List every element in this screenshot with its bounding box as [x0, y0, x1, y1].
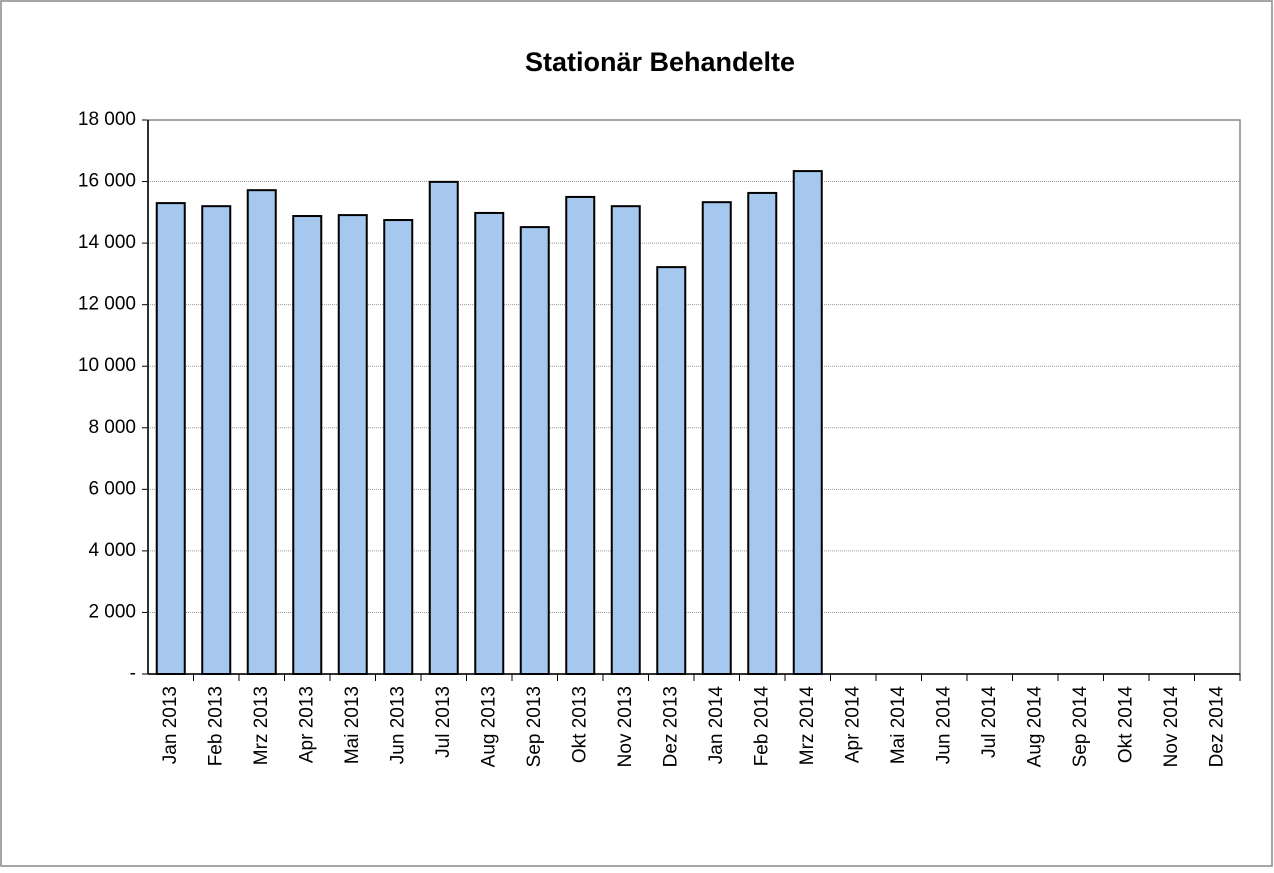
bar — [656, 266, 687, 675]
bar — [246, 189, 277, 675]
x-tick-label: Apr 2014 — [842, 686, 863, 764]
y-tick-label: 6 000 — [88, 478, 136, 499]
y-tick-label: - — [130, 663, 136, 684]
bar — [428, 180, 459, 675]
bar — [337, 214, 368, 675]
x-tick-label: Jan 2014 — [706, 686, 727, 765]
x-tick-label: Mai 2014 — [888, 686, 909, 765]
x-tick-label: Aug 2013 — [478, 686, 499, 767]
x-tick-label: Jun 2014 — [933, 686, 954, 765]
x-tick-label: Jul 2013 — [433, 686, 454, 758]
x-tick-label: Jun 2013 — [387, 686, 408, 764]
x-tick-label: Mrz 2013 — [251, 686, 272, 765]
y-tick-label: 8 000 — [88, 417, 136, 438]
y-tick-label: 4 000 — [88, 540, 136, 561]
x-tick-label: Feb 2013 — [205, 686, 226, 766]
y-tick-label: 10 000 — [78, 355, 136, 376]
x-tick-label: Apr 2013 — [296, 686, 317, 763]
y-tick-label: 14 000 — [78, 232, 136, 253]
bar — [519, 226, 550, 676]
x-tick-label: Okt 2014 — [1115, 686, 1136, 764]
x-tick-label: Sep 2014 — [1070, 686, 1091, 768]
x-tick-label: Jan 2013 — [160, 686, 181, 764]
bar — [155, 202, 186, 675]
bar — [792, 170, 823, 675]
bar — [201, 205, 232, 676]
x-tick-label: Nov 2013 — [615, 686, 636, 767]
x-tick-label: Okt 2013 — [569, 686, 590, 763]
y-tick-label: 18 000 — [78, 109, 136, 130]
x-tick-label: Dez 2014 — [1206, 686, 1227, 768]
x-tick-label: Mrz 2014 — [797, 686, 818, 766]
bar — [292, 215, 323, 675]
y-tick-label: 12 000 — [78, 294, 136, 315]
x-tick-label: Dez 2013 — [660, 686, 681, 767]
bar — [701, 201, 732, 675]
bar — [610, 205, 641, 676]
x-tick-label: Jul 2014 — [979, 686, 1000, 758]
bar — [383, 219, 414, 675]
bar — [474, 211, 505, 675]
chart-title: Stationär Behandelte — [525, 47, 795, 77]
x-tick-label: Sep 2013 — [524, 686, 545, 767]
y-tick-label: 16 000 — [78, 171, 136, 192]
x-tick-label: Aug 2014 — [1024, 686, 1045, 768]
y-tick-label: 2 000 — [88, 601, 136, 622]
bar — [747, 191, 778, 675]
x-tick-label: Nov 2014 — [1161, 686, 1182, 768]
x-tick-label: Feb 2014 — [751, 686, 772, 767]
bar — [565, 195, 596, 675]
x-tick-label: Mai 2013 — [342, 686, 363, 764]
